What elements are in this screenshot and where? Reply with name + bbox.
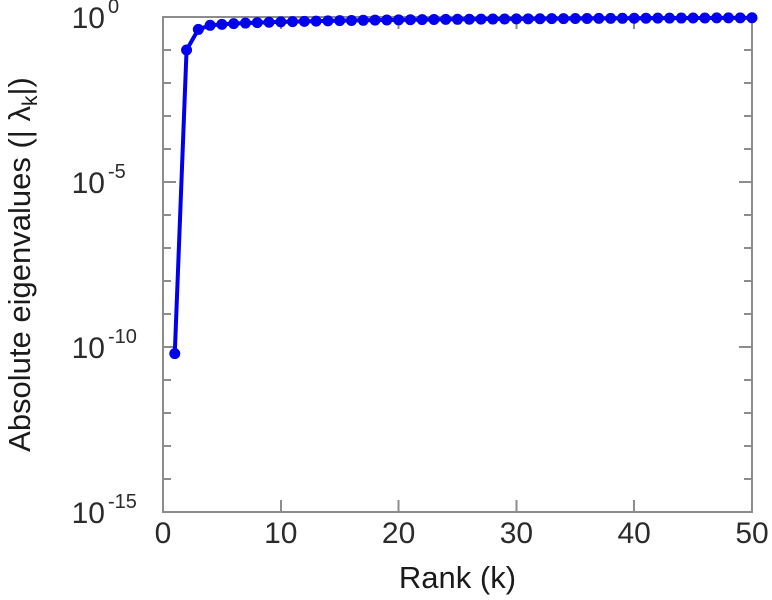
y-tick-label: 10: [72, 2, 105, 35]
data-point-marker: [569, 13, 581, 25]
data-point-marker: [393, 14, 405, 26]
data-point-marker: [534, 13, 546, 25]
data-point-marker: [322, 15, 334, 27]
y-tick-exponent: -15: [108, 491, 137, 513]
data-point-marker: [616, 12, 628, 24]
y-tick-label: 10: [72, 497, 105, 530]
data-point-marker: [228, 18, 240, 30]
data-point-marker: [558, 13, 570, 25]
x-tick-label: 50: [735, 517, 768, 550]
data-point-marker: [440, 13, 452, 25]
data-point-marker: [310, 15, 322, 27]
data-point-marker: [581, 12, 593, 24]
data-point-marker: [192, 23, 204, 35]
data-point-marker: [287, 16, 299, 28]
data-point-marker: [546, 13, 558, 25]
y-tick-label: 10: [72, 167, 105, 200]
data-point-marker: [428, 14, 440, 26]
data-point-marker: [699, 12, 711, 24]
x-tick-label: 30: [500, 517, 533, 550]
data-point-marker: [404, 14, 416, 26]
data-point-marker: [275, 16, 287, 28]
x-tick-label: 40: [618, 517, 651, 550]
data-point-marker: [298, 15, 310, 27]
data-point-marker: [263, 16, 275, 28]
data-point-marker: [711, 12, 723, 24]
data-point-marker: [357, 14, 369, 26]
series-line: [172, 15, 754, 356]
data-point-marker: [487, 13, 499, 25]
y-tick-exponent: -10: [108, 326, 137, 348]
y-tick-exponent: 0: [108, 0, 119, 18]
data-point-marker: [734, 12, 746, 24]
y-tick-label: 10: [72, 332, 105, 365]
data-point-marker: [204, 19, 216, 31]
axes-group: [161, 15, 754, 514]
y-axis-title: Absolute eigenvalues (| λk|): [2, 77, 42, 452]
x-tick-label: 10: [264, 517, 297, 550]
data-point-marker: [475, 13, 487, 25]
data-point-marker: [416, 14, 428, 26]
data-point-marker: [499, 13, 511, 25]
data-point-marker: [664, 12, 676, 24]
data-point-marker: [628, 12, 640, 24]
data-point-marker: [522, 13, 534, 25]
data-point-marker: [605, 12, 617, 24]
plot-box: [161, 15, 754, 514]
data-point-marker: [593, 12, 605, 24]
data-point-marker: [675, 12, 687, 24]
data-point-marker: [722, 12, 734, 24]
data-point-marker: [181, 44, 193, 56]
data-point-marker: [345, 14, 357, 26]
data-point-marker: [652, 12, 664, 24]
data-point-marker: [640, 12, 652, 24]
data-point-marker: [463, 13, 475, 25]
data-point-marker: [510, 13, 522, 25]
data-point-marker: [239, 17, 251, 29]
data-point-marker: [687, 12, 699, 24]
data-series-group: [169, 12, 758, 360]
data-point-marker: [216, 18, 228, 30]
data-point-marker: [169, 348, 181, 360]
data-point-marker: [251, 17, 263, 29]
x-tick-label: 0: [155, 517, 172, 550]
data-point-marker: [381, 14, 393, 26]
y-tick-exponent: -5: [108, 161, 126, 183]
x-axis-title: Rank (k): [399, 560, 516, 595]
data-point-marker: [334, 15, 346, 27]
data-point-marker: [452, 13, 463, 25]
x-tick-label: 20: [382, 517, 415, 550]
data-point-marker: [746, 12, 758, 24]
data-point-marker: [369, 14, 381, 26]
